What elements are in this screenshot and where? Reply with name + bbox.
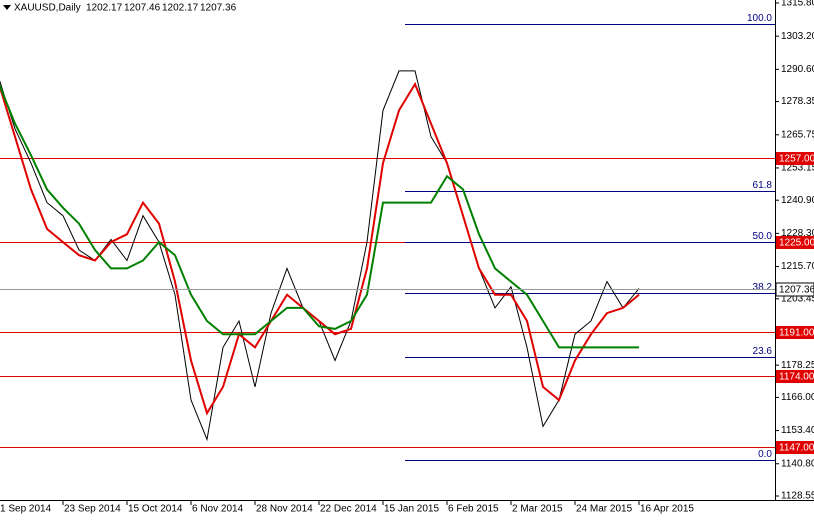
fib-label: 61.8 [753, 180, 773, 191]
x-tick-label: 6 Nov 2014 [192, 504, 244, 515]
y-tick-label: 1166.00 [781, 392, 814, 403]
y-tick-label: 1228.30 [781, 228, 814, 239]
x-tick-label: 28 Nov 2014 [256, 504, 313, 515]
y-tick-label: 1140.80 [781, 458, 814, 469]
x-tick-label: 15 Jan 2015 [384, 504, 439, 515]
level-label: 1257.00 [779, 154, 814, 165]
level-label-box [776, 152, 814, 165]
level-label: 1174.00 [779, 372, 814, 383]
y-tick-label: 1128.55 [781, 491, 814, 502]
fib-label: 50.0 [753, 231, 773, 242]
y-tick-label: 1178.25 [781, 360, 814, 371]
y-tick-label: 1215.70 [781, 261, 814, 272]
level-label: 1225.00 [779, 238, 814, 249]
x-tick-label: 15 Oct 2014 [128, 504, 183, 515]
x-tick-label: 2 Mar 2015 [512, 504, 563, 515]
x-tick-label: 1 Sep 2014 [0, 504, 52, 515]
y-tick-label: 1315.80 [781, 0, 814, 9]
y-tick-label: 1290.60 [781, 64, 814, 75]
fib-label: 100.0 [747, 13, 772, 24]
level-label-box [776, 326, 814, 339]
symbol-icon [3, 5, 11, 10]
x-tick-label: 23 Sep 2014 [64, 504, 121, 515]
last-price-box [775, 282, 814, 297]
y-tick-label: 1278.35 [781, 96, 814, 107]
header-value: 1202.17 [86, 3, 123, 14]
y-tick-label: 1203.45 [781, 293, 814, 304]
level-label-box [776, 370, 814, 383]
x-tick-label: 16 Apr 2015 [640, 504, 694, 515]
price-line [0, 83, 639, 349]
level-label-box [776, 236, 814, 249]
y-tick-label: 1303.20 [781, 31, 814, 42]
x-tick-label: 22 Dec 2014 [320, 504, 377, 515]
header-value: 1207.36 [200, 3, 237, 14]
price-line [0, 81, 640, 416]
header-value: 1207.46 [124, 3, 161, 14]
y-tick-label: 1265.75 [781, 129, 814, 140]
x-tick-label: 24 Mar 2015 [576, 504, 633, 515]
header-value: 1202.17 [162, 3, 199, 14]
level-label: 1147.00 [779, 443, 814, 454]
last-price-label: 1207.36 [779, 285, 814, 296]
chart-title: XAUUSD,Daily [14, 3, 81, 14]
x-tick-label: 6 Feb 2015 [448, 504, 499, 515]
y-tick-label: 1253.15 [781, 163, 814, 174]
y-tick-label: 1240.90 [781, 195, 814, 206]
fib-label: 23.6 [753, 346, 773, 357]
level-label: 1191.00 [779, 328, 814, 339]
fib-label: 38.2 [753, 282, 773, 293]
y-tick-label: 1153.40 [781, 425, 814, 436]
level-label-box [776, 441, 814, 454]
fib-label: 0.0 [758, 449, 772, 460]
